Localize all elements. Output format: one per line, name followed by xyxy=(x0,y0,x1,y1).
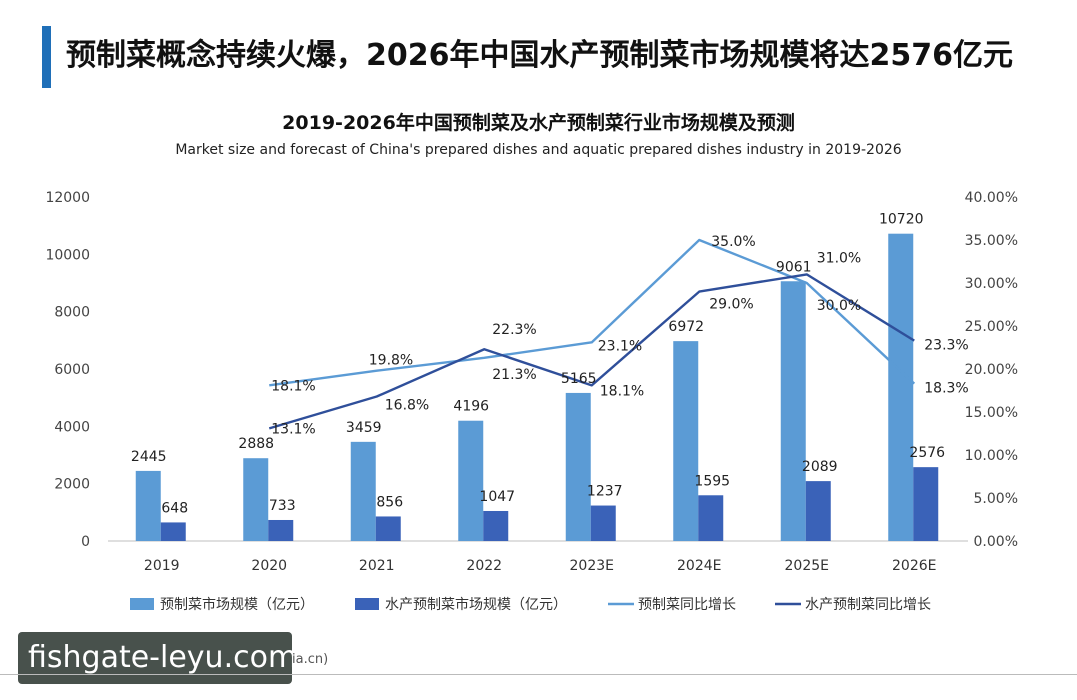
y-left-tick-label: 6000 xyxy=(54,362,90,378)
bar-aquatic-value-label: 856 xyxy=(376,494,403,510)
bar-total-value-label: 2445 xyxy=(131,449,167,465)
x-tick-label: 2025E xyxy=(785,558,829,574)
x-tick-label: 2024E xyxy=(677,558,721,574)
y-left-tick-label: 0 xyxy=(81,534,90,550)
bar-total-market xyxy=(135,470,161,541)
bar-aquatic-value-label: 733 xyxy=(269,498,296,514)
line-total-value-label: 18.3% xyxy=(924,381,968,397)
bar-total-market xyxy=(243,458,269,541)
x-tick-label: 2022 xyxy=(466,558,502,574)
line-aquatic-value-label: 22.3% xyxy=(492,322,536,338)
line-total-value-label: 35.0% xyxy=(711,234,755,250)
legend-swatch-bar xyxy=(130,598,154,610)
bar-aquatic-value-label: 2089 xyxy=(802,459,838,475)
y-left-tick-label: 10000 xyxy=(45,247,90,263)
line-total-value-label: 21.3% xyxy=(492,367,536,383)
title-accent-bar xyxy=(42,26,51,88)
bar-total-market xyxy=(888,233,914,541)
y-right-tick-label: 5.00% xyxy=(974,491,1018,507)
line-total-value-label: 30.0% xyxy=(817,298,861,314)
x-tick-label: 2021 xyxy=(359,558,395,574)
legend-label: 水产预制菜市场规模（亿元） xyxy=(385,596,567,613)
watermark-text: fishgate-leyu.com xyxy=(28,640,298,675)
x-tick-label: 2023E xyxy=(570,558,614,574)
y-right-tick-label: 40.00% xyxy=(965,190,1018,206)
legend-label: 水产预制菜同比增长 xyxy=(805,597,931,613)
chart-subtitle: Market size and forecast of China's prep… xyxy=(175,142,902,158)
y-left-tick-label: 4000 xyxy=(54,419,90,435)
bar-total-value-label: 2888 xyxy=(238,436,274,452)
bar-aquatic-value-label: 648 xyxy=(161,500,188,516)
bar-aquatic-market xyxy=(160,522,186,541)
line-aquatic-value-label: 29.0% xyxy=(709,297,753,313)
line-total-value-label: 18.1% xyxy=(271,378,315,394)
bar-total-market xyxy=(458,420,484,541)
bar-aquatic-market xyxy=(913,467,939,541)
x-tick-label: 2019 xyxy=(144,558,180,574)
bar-aquatic-market xyxy=(375,516,401,541)
bar-aquatic-market xyxy=(268,519,294,541)
bar-total-value-label: 9061 xyxy=(776,259,812,275)
bar-total-value-label: 10720 xyxy=(879,212,924,228)
bar-total-value-label: 6972 xyxy=(668,319,704,335)
line-total-growth xyxy=(269,238,916,387)
x-tick-label: 2020 xyxy=(251,558,287,574)
line-aquatic-value-label: 18.1% xyxy=(600,383,644,399)
line-total-value-label: 19.8% xyxy=(369,353,413,369)
bar-aquatic-market xyxy=(805,481,831,541)
bar-total-value-label: 4196 xyxy=(453,399,489,415)
chart-title: 2019-2026年中国预制菜及水产预制菜行业市场规模及预测 xyxy=(282,112,795,134)
y-left-tick-label: 12000 xyxy=(45,190,90,206)
source-note: ia.cn) xyxy=(292,652,329,667)
y-right-tick-label: 0.00% xyxy=(974,534,1018,550)
bar-aquatic-value-label: 2576 xyxy=(909,445,945,461)
line-aquatic-growth xyxy=(268,273,915,430)
legend-swatch-bar xyxy=(355,598,379,610)
watermark-background xyxy=(18,632,292,684)
y-left-tick-label: 2000 xyxy=(54,477,90,493)
page-headline: 预制菜概念持续火爆，2026年中国水产预制菜市场规模将达2576亿元 xyxy=(66,38,1013,73)
bar-total-market xyxy=(673,341,699,541)
line-aquatic-value-label: 23.3% xyxy=(924,338,968,354)
y-right-tick-label: 10.00% xyxy=(965,448,1018,464)
bar-total-market xyxy=(780,281,806,541)
legend-label: 预制菜市场规模（亿元） xyxy=(160,596,314,613)
line-aquatic-value-label: 31.0% xyxy=(817,250,861,266)
y-right-tick-label: 20.00% xyxy=(965,362,1018,378)
bar-aquatic-value-label: 1047 xyxy=(479,489,515,505)
bar-aquatic-market xyxy=(483,510,509,541)
y-left-tick-label: 8000 xyxy=(54,305,90,321)
y-right-tick-label: 30.00% xyxy=(965,276,1018,292)
bar-total-value-label: 3459 xyxy=(346,420,382,436)
line-aquatic-value-label: 13.1% xyxy=(271,421,315,437)
bar-aquatic-value-label: 1595 xyxy=(694,473,730,489)
bar-total-market xyxy=(565,392,591,541)
bottom-divider xyxy=(0,674,1077,675)
y-right-tick-label: 35.00% xyxy=(965,233,1018,249)
bar-aquatic-market xyxy=(698,495,724,541)
line-aquatic-value-label: 16.8% xyxy=(385,398,429,414)
x-tick-label: 2026E xyxy=(892,558,936,574)
bar-aquatic-market xyxy=(590,505,616,541)
bar-aquatic-value-label: 1237 xyxy=(587,484,623,500)
bar-total-value-label: 5165 xyxy=(561,371,597,387)
line-total-value-label: 23.1% xyxy=(598,338,642,354)
y-right-tick-label: 25.00% xyxy=(965,319,1018,335)
y-right-tick-label: 15.00% xyxy=(965,405,1018,421)
bar-total-market xyxy=(350,441,376,541)
legend-label: 预制菜同比增长 xyxy=(638,597,736,613)
